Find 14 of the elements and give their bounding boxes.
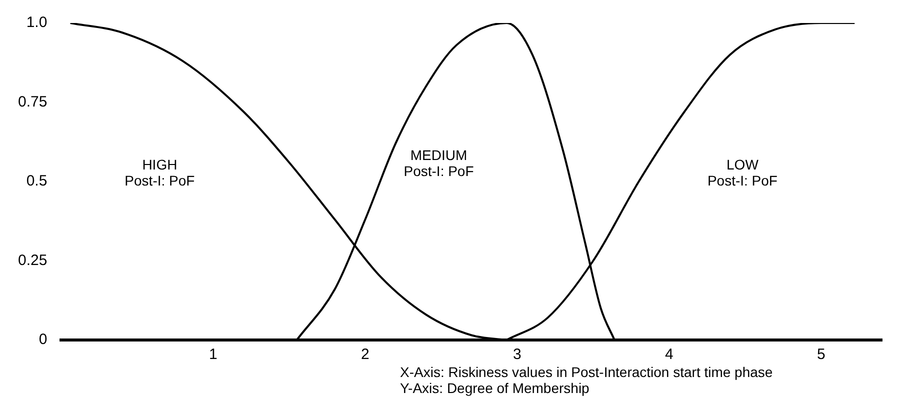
y-tick-label: 0	[38, 331, 48, 348]
x-tick-label: 1	[209, 346, 218, 364]
y-tick-label: 0.75	[18, 93, 48, 110]
text: X-Axis: Riskiness values in Post-Interaction start time phase Y-Axis: Degree of Membership	[400, 364, 773, 396]
y-tick-label: 0.5	[26, 172, 48, 190]
x-tick-label: 2	[361, 346, 370, 364]
x-tick-label: 4	[665, 346, 674, 364]
x-tick-label: 5	[817, 346, 826, 364]
y-tick-label: 1.0	[26, 14, 48, 32]
y-tick-label: 0.25	[18, 252, 48, 269]
x-tick-label: 3	[513, 346, 522, 364]
annotation: LOW Post-I: PoF	[707, 156, 778, 189]
annotation: MEDIUM Post-I: PoF	[404, 147, 474, 179]
annotation: HIGH Post-I: PoF	[124, 156, 195, 189]
